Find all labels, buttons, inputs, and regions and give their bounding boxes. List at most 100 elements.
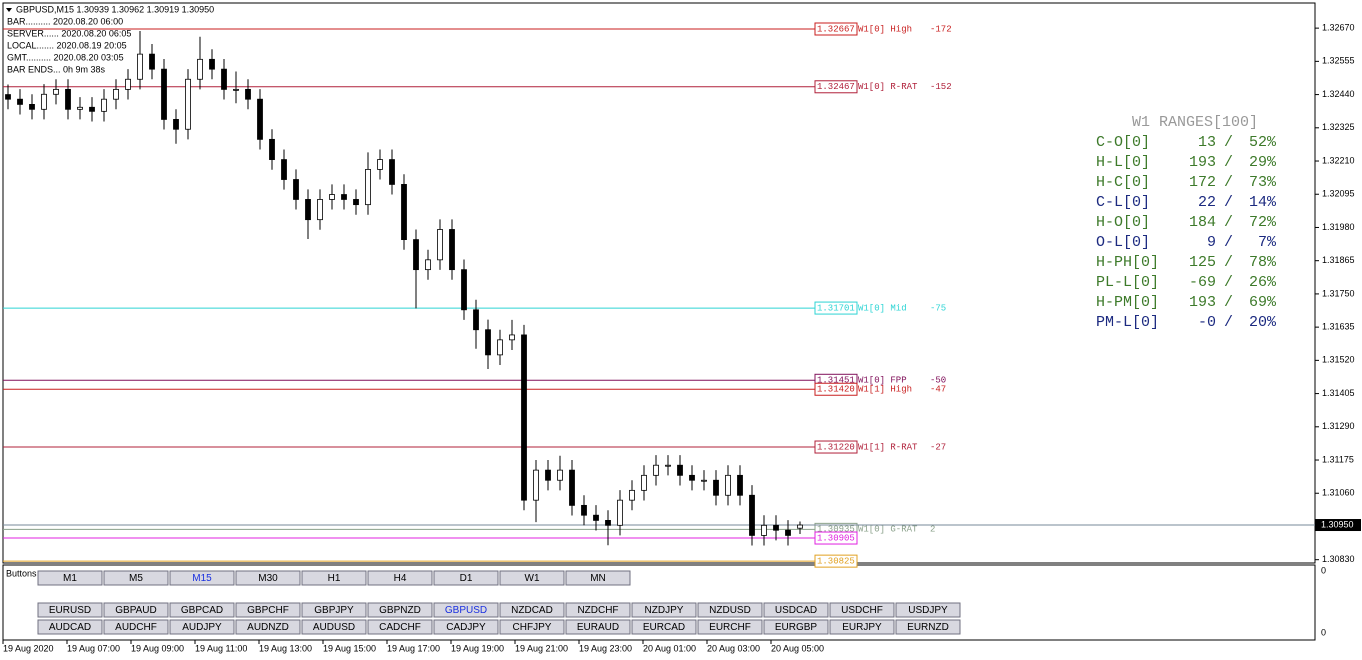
button[interactable] <box>433 602 499 618</box>
button[interactable] <box>367 602 433 618</box>
button-label[interactable]: GBPAUD <box>115 605 157 616</box>
button[interactable] <box>895 619 961 635</box>
current-price-label: 1.30950 <box>1321 519 1354 529</box>
button-label[interactable]: AUDCHF <box>115 622 157 633</box>
button[interactable] <box>301 619 367 635</box>
button-label[interactable]: H1 <box>328 573 341 584</box>
button[interactable] <box>631 619 697 635</box>
button[interactable] <box>763 602 829 618</box>
button-label[interactable]: M5 <box>129 573 143 584</box>
button-label[interactable]: M15 <box>192 573 212 584</box>
button-label[interactable]: EURCAD <box>643 622 685 633</box>
button-label[interactable]: CADJPY <box>446 622 486 633</box>
button-label[interactable]: CADCHF <box>379 622 421 633</box>
range-label: O-L[0] <box>1096 234 1150 251</box>
level-price: 1.30935 <box>817 525 855 535</box>
button[interactable] <box>499 619 565 635</box>
button-label[interactable]: AUDJPY <box>182 622 222 633</box>
button[interactable] <box>301 602 367 618</box>
button-label[interactable]: NZDCHF <box>577 605 618 616</box>
button[interactable] <box>763 619 829 635</box>
button-label[interactable]: GBPUSD <box>445 605 487 616</box>
button[interactable] <box>37 570 103 586</box>
button-label[interactable]: D1 <box>460 573 473 584</box>
level-price: 1.31220 <box>817 442 855 452</box>
button-label[interactable]: M30 <box>258 573 278 584</box>
menu-arrow[interactable] <box>6 8 12 12</box>
candle-body <box>797 524 803 529</box>
button[interactable] <box>499 570 565 586</box>
candle-body <box>149 53 155 70</box>
button[interactable] <box>433 570 499 586</box>
candle-body <box>353 199 359 206</box>
button-label[interactable]: NZDUSD <box>709 605 751 616</box>
button[interactable] <box>367 619 433 635</box>
button-label[interactable]: GBPCAD <box>181 605 223 616</box>
button[interactable] <box>169 602 235 618</box>
candle-body <box>749 494 755 536</box>
button-label[interactable]: MN <box>590 573 606 584</box>
y-tick-label: 1.32555 <box>1322 56 1355 66</box>
button-label[interactable]: AUDUSD <box>313 622 355 633</box>
button-label[interactable]: EURJPY <box>842 622 882 633</box>
button-label[interactable]: EURNZD <box>907 622 949 633</box>
button-label[interactable]: M1 <box>63 573 77 584</box>
range-pct: 52% <box>1249 134 1277 151</box>
button[interactable] <box>895 602 961 618</box>
button[interactable] <box>631 602 697 618</box>
button-label[interactable]: AUDCAD <box>49 622 91 633</box>
x-tick-label: 20 Aug 03:00 <box>707 643 760 653</box>
button-label[interactable]: H4 <box>394 573 407 584</box>
button[interactable] <box>301 570 367 586</box>
button[interactable] <box>499 602 565 618</box>
x-tick-label: 19 Aug 17:00 <box>387 643 440 653</box>
button-label[interactable]: GBPJPY <box>314 605 354 616</box>
button[interactable] <box>235 570 301 586</box>
button[interactable] <box>169 619 235 635</box>
button[interactable] <box>103 619 169 635</box>
button-label[interactable]: GBPCHF <box>247 605 289 616</box>
button-label[interactable]: EURAUD <box>577 622 619 633</box>
button[interactable] <box>235 602 301 618</box>
button[interactable] <box>565 602 631 618</box>
button-label[interactable]: USDCHF <box>841 605 883 616</box>
candle-body <box>605 520 611 526</box>
button[interactable] <box>103 602 169 618</box>
candle-body <box>545 469 551 481</box>
button[interactable] <box>37 619 103 635</box>
button-label[interactable]: GBPNZD <box>379 605 421 616</box>
level-price: 1.31420 <box>817 385 855 395</box>
range-label: C-O[0] <box>1096 134 1150 151</box>
button[interactable] <box>103 570 169 586</box>
button[interactable] <box>829 619 895 635</box>
button-label[interactable]: W1 <box>525 573 540 584</box>
range-label: H-L[0] <box>1096 154 1150 171</box>
button[interactable] <box>367 570 433 586</box>
button-label[interactable]: USDCAD <box>775 605 817 616</box>
button-label[interactable]: EURGBP <box>775 622 818 633</box>
candle-body <box>137 53 143 80</box>
range-separator: / <box>1224 274 1233 291</box>
button-label[interactable]: NZDCAD <box>511 605 553 616</box>
button[interactable] <box>697 619 763 635</box>
ranges-title: W1 RANGES[100] <box>1132 114 1258 131</box>
button[interactable] <box>433 619 499 635</box>
button-label[interactable]: EURCHF <box>709 622 751 633</box>
button[interactable] <box>565 570 631 586</box>
button[interactable] <box>565 619 631 635</box>
y-tick-label: 1.31405 <box>1322 388 1355 398</box>
candle-body <box>341 194 347 200</box>
button[interactable] <box>829 602 895 618</box>
button[interactable] <box>37 602 103 618</box>
button-label[interactable]: AUDNZD <box>247 622 289 633</box>
button-label[interactable]: EURUSD <box>49 605 91 616</box>
button[interactable] <box>169 570 235 586</box>
button-label[interactable]: USDJPY <box>908 605 948 616</box>
candle-body <box>725 474 731 496</box>
button-label[interactable]: CHFJPY <box>513 622 552 633</box>
button-label[interactable]: NZDJPY <box>645 605 684 616</box>
candle-body <box>221 68 227 90</box>
button[interactable] <box>697 602 763 618</box>
button[interactable] <box>235 619 301 635</box>
x-tick-label: 19 Aug 13:00 <box>259 643 312 653</box>
